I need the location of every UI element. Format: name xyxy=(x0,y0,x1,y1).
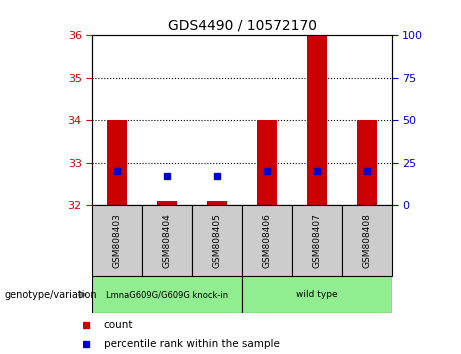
Bar xyxy=(307,35,327,205)
Bar xyxy=(207,201,227,205)
Text: genotype/variation: genotype/variation xyxy=(5,290,97,300)
Bar xyxy=(342,205,392,276)
Bar xyxy=(92,276,242,313)
Bar xyxy=(192,205,242,276)
Text: percentile rank within the sample: percentile rank within the sample xyxy=(104,339,279,349)
Bar xyxy=(157,201,177,205)
Bar xyxy=(292,205,342,276)
Bar xyxy=(257,120,277,205)
Text: GSM808408: GSM808408 xyxy=(362,213,372,268)
Text: GSM808406: GSM808406 xyxy=(262,213,272,268)
Text: GSM808404: GSM808404 xyxy=(163,213,171,268)
Title: GDS4490 / 10572170: GDS4490 / 10572170 xyxy=(167,19,317,33)
Bar xyxy=(242,205,292,276)
Text: wild type: wild type xyxy=(296,290,338,299)
Text: GSM808405: GSM808405 xyxy=(213,213,222,268)
Bar xyxy=(357,120,377,205)
Bar xyxy=(92,205,142,276)
Text: GSM808407: GSM808407 xyxy=(313,213,321,268)
Bar xyxy=(107,120,127,205)
Text: GSM808403: GSM808403 xyxy=(112,213,122,268)
Bar xyxy=(242,276,392,313)
Text: count: count xyxy=(104,320,133,330)
Bar xyxy=(142,205,192,276)
Text: LmnaG609G/G609G knock-in: LmnaG609G/G609G knock-in xyxy=(106,290,228,299)
